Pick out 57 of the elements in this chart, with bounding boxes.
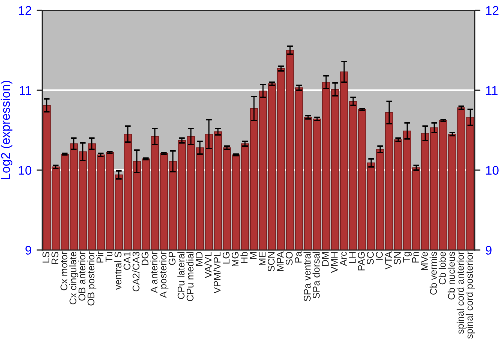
y-tick-label: 10 xyxy=(19,166,32,175)
x-tick-label: VMH xyxy=(331,252,338,274)
x-tick-label: MPA xyxy=(277,252,284,272)
x-tick-label: MD xyxy=(196,252,203,266)
x-tick-label: DM xyxy=(322,252,329,266)
x-tick-label: Pn xyxy=(412,252,419,263)
y-axis-title: Log2 (expression) xyxy=(0,81,13,180)
x-tick-label: Cx motor xyxy=(60,252,68,291)
x-tick-label: M xyxy=(250,252,257,259)
x-tick-label: CPu lateral xyxy=(178,252,185,300)
x-tick-label: A posterior xyxy=(160,252,169,298)
x-tick-label: CPu medial xyxy=(186,252,194,302)
x-tick-label: SC xyxy=(367,252,374,265)
x-tick-label: MG xyxy=(232,252,239,266)
x-tick-label: spinal cord anterior xyxy=(456,252,466,334)
x-tick-label: Cb nucleus xyxy=(448,252,456,300)
x-tick-label: ventral S xyxy=(114,252,122,290)
x-tick-label: PAG xyxy=(358,252,365,271)
x-tick-label: Arc xyxy=(340,252,347,266)
x-tick-label: SO xyxy=(286,252,293,266)
x-tick-label: Cb lobe xyxy=(438,252,446,285)
x-tick-label: Tu xyxy=(106,252,113,262)
x-tick-label: RS xyxy=(52,252,59,264)
x-tick-label: MVe xyxy=(421,252,428,270)
y-tick-label: 12 xyxy=(19,6,32,16)
x-tick-label: SN xyxy=(394,252,402,265)
x-tick-label: LG xyxy=(222,252,230,264)
x-tick-label: Tg xyxy=(403,252,412,263)
x-tick-label: Hb xyxy=(240,252,248,264)
x-tick-label: GP xyxy=(168,252,176,266)
x-tick-label: Pa xyxy=(295,252,302,263)
x-tick-label: Cb vermis xyxy=(430,252,438,295)
y2-tick-label: 11 xyxy=(486,86,498,95)
x-tick-label: CA2/CA3 xyxy=(132,252,140,292)
x-tick-label: ME xyxy=(259,252,266,266)
y2-tick-label: 9 xyxy=(486,246,492,255)
x-tick-label: VPM/VPL xyxy=(214,252,221,294)
x-tick-label: LH xyxy=(349,252,356,264)
x-tick-label: CA1 xyxy=(124,252,131,270)
x-tick-label: Pir xyxy=(96,252,104,263)
x-tick-label: OB posterior xyxy=(88,252,97,306)
x-tick-label: SPa dorsal xyxy=(312,252,320,299)
y-tick-label: 11 xyxy=(20,86,32,95)
y2-tick-label: 10 xyxy=(486,166,499,175)
x-tick-label: LS xyxy=(42,252,50,263)
x-tick-label: DG xyxy=(142,252,149,266)
x-tick-label: spinal cord posterior xyxy=(466,252,476,339)
x-tick-label: IC xyxy=(376,252,383,260)
x-tick-label: OB anterior xyxy=(78,252,86,301)
x-tick-label: SCN xyxy=(268,252,275,272)
y-tick-label: 9 xyxy=(26,246,32,255)
x-tick-label: VTA xyxy=(385,252,392,270)
x-tick-label: Cx cingulate xyxy=(70,252,79,305)
y2-tick-label: 12 xyxy=(486,6,499,16)
x-tick-label: SPa ventral xyxy=(304,252,311,302)
x-tick-label: VA/VL xyxy=(204,252,212,278)
x-tick-label: A anterior xyxy=(150,252,158,294)
